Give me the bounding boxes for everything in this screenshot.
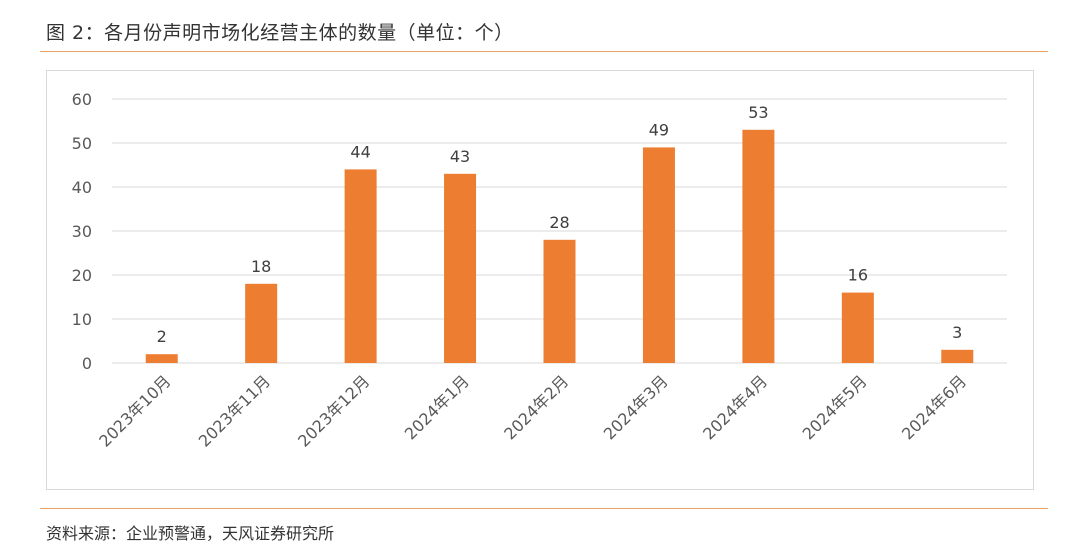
bar-6 bbox=[742, 129, 775, 363]
x-tick-label-7: 2024年5月 bbox=[799, 371, 871, 443]
x-tick-label-8: 2024年6月 bbox=[898, 371, 970, 443]
x-tick-label-4: 2024年2月 bbox=[500, 371, 572, 443]
y-tick-label: 50 bbox=[72, 134, 92, 153]
bottom-rule bbox=[40, 508, 1048, 509]
data-labels: 2 18 44 43 28 49 53 16 3 bbox=[157, 103, 963, 346]
bar-2 bbox=[344, 169, 377, 363]
x-tick-label-0: 2023年10月 bbox=[95, 371, 174, 450]
bar-4 bbox=[543, 239, 576, 363]
y-tick-label: 40 bbox=[72, 178, 92, 197]
data-label-8: 3 bbox=[952, 323, 962, 342]
y-tick-label: 0 bbox=[82, 354, 92, 373]
bar-8 bbox=[941, 349, 974, 363]
x-tick-label-2: 2023年12月 bbox=[294, 371, 373, 450]
bar-5 bbox=[642, 147, 675, 363]
x-tick-label-5: 2024年3月 bbox=[600, 371, 672, 443]
chart-frame bbox=[46, 70, 1034, 490]
data-label-1: 18 bbox=[251, 257, 271, 276]
data-label-4: 28 bbox=[549, 213, 569, 232]
bar-1 bbox=[245, 283, 278, 363]
source-note: 资料来源：企业预警通，天风证券研究所 bbox=[46, 524, 335, 543]
x-axis-ticks: 2023年10月 2023年11月 2023年12月 2024年1月 2024年2月 20… bbox=[95, 371, 970, 450]
bar-0 bbox=[145, 354, 178, 363]
x-tick-label-6: 2024年4月 bbox=[699, 371, 771, 443]
figure-title: 图 2：各月份声明市场化经营主体的数量（单位：个） bbox=[46, 22, 514, 44]
bar-3 bbox=[444, 173, 477, 363]
y-tick-label: 20 bbox=[72, 266, 92, 285]
top-rule bbox=[40, 51, 1048, 52]
y-tick-label: 30 bbox=[72, 222, 92, 241]
data-label-0: 2 bbox=[157, 327, 167, 346]
y-tick-label: 60 bbox=[72, 90, 92, 109]
data-label-2: 44 bbox=[350, 142, 370, 161]
y-tick-label: 10 bbox=[72, 310, 92, 329]
data-label-7: 16 bbox=[848, 266, 868, 285]
data-label-5: 49 bbox=[649, 120, 669, 139]
data-label-6: 53 bbox=[748, 103, 768, 122]
x-tick-label-3: 2024年1月 bbox=[401, 371, 473, 443]
y-axis-ticks: 0 10 20 30 40 50 60 bbox=[72, 90, 92, 373]
bars bbox=[145, 129, 974, 363]
x-tick-label-1: 2023年11月 bbox=[195, 371, 274, 450]
bar-7 bbox=[841, 292, 874, 363]
data-label-3: 43 bbox=[450, 147, 470, 166]
